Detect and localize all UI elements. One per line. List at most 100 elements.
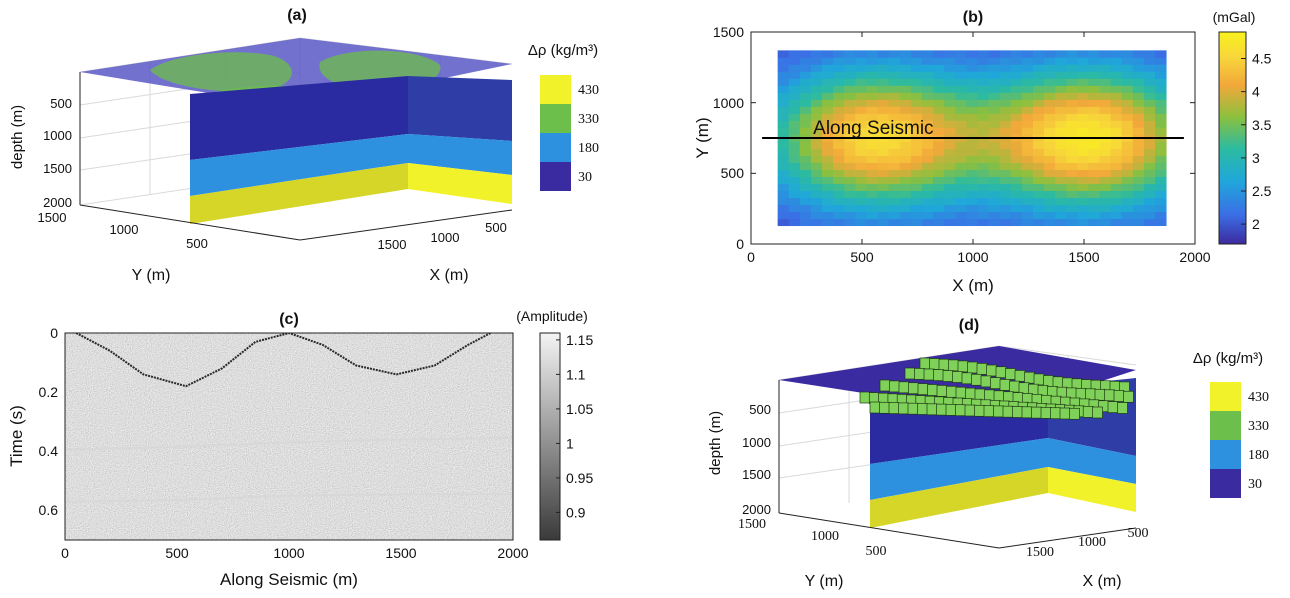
panel-d-ytick-2: 500 [866, 544, 887, 559]
panel-b-cell [866, 92, 878, 100]
panel-d-voxel [1107, 401, 1119, 413]
panel-b-cell [833, 106, 845, 114]
panel-b-cell [1077, 99, 1089, 107]
panel-b-cell [833, 92, 845, 100]
panel-a-face-right-layer3 [408, 163, 512, 204]
panel-b-cell [1032, 183, 1045, 191]
panel-b-cell [910, 50, 923, 58]
panel-b-cell [910, 155, 923, 163]
panel-b-cell [1010, 148, 1023, 156]
panel-b-cell [788, 190, 801, 198]
panel-d-voxel [938, 358, 950, 371]
panel-c-xlabel: Along Seismic (m) [220, 570, 358, 589]
panel-a-ztick-2: 1500 [43, 161, 72, 176]
panel-b-cell [1110, 50, 1123, 58]
panel-b-cell [777, 106, 790, 114]
panel-b-cell [877, 120, 890, 128]
panel-b-cell [988, 50, 1001, 58]
panel-b-cell [921, 57, 934, 65]
panel-d-voxel [869, 401, 881, 414]
panel-b-cell [1055, 92, 1067, 100]
panel-b-cell [888, 211, 901, 220]
panel-b-cell [844, 218, 856, 227]
panel-b-cell [977, 162, 989, 170]
panel-b-cell [955, 169, 967, 177]
panel-b-cell [933, 127, 945, 135]
panel-b-cell [855, 64, 867, 72]
panel-b-cell [822, 71, 834, 79]
panel-b-cell [921, 64, 934, 72]
panel-a-cb-330 [540, 104, 571, 133]
panel-b-cell [1044, 204, 1056, 213]
panel-b-cell [988, 57, 1001, 65]
panel-b-cell [921, 218, 934, 227]
panel-b-cell [877, 197, 890, 205]
panel-b-cell [1044, 141, 1056, 149]
panel-b-cell [899, 141, 912, 149]
panel-d-voxel [964, 404, 976, 417]
panel-b-cell [777, 85, 790, 93]
panel-b-cell [1121, 64, 1134, 72]
panel-b-cell [822, 162, 834, 170]
panel-b-cell [944, 155, 956, 163]
panel-b-cell [833, 120, 845, 128]
panel-b-cell [1010, 197, 1023, 205]
panel-b-cell [1066, 127, 1078, 135]
panel-b-cell [866, 204, 878, 213]
panel-b-cell [855, 57, 867, 65]
panel-b-cell [1021, 127, 1034, 135]
panel-b-cell [1032, 57, 1045, 65]
panel-b-cell [1143, 127, 1156, 135]
panel-b-cell [777, 57, 790, 65]
panel-b-cell [1088, 211, 1100, 220]
panel-b-cell [1021, 85, 1034, 93]
panel-b-cell [844, 113, 856, 121]
panel-b-cell [1121, 99, 1134, 107]
panel-b-cell [1066, 218, 1078, 227]
panel-b-colorbar [1218, 31, 1247, 245]
panel-b-cell [1066, 92, 1078, 100]
panel-b-cell [855, 155, 867, 163]
panel-b-cell [877, 85, 890, 93]
panel-b-cell [966, 71, 978, 79]
panel-b-cell [1110, 57, 1123, 65]
panel-b-cell [799, 57, 812, 65]
panel-b-cell [1077, 211, 1089, 220]
panel-d-voxel [1123, 390, 1134, 403]
panel-b-cell [855, 183, 867, 191]
panel-b-cell [1143, 57, 1156, 65]
panel-b-cell [1132, 197, 1145, 205]
panel-b-cell [1143, 71, 1156, 79]
panel-b-cell [1121, 176, 1134, 184]
panel-a-face-left-layer1 [190, 76, 408, 160]
panel-b-cell [777, 169, 790, 177]
panel-b-cell [999, 162, 1012, 170]
panel-b-cell [910, 162, 923, 170]
panel-b-cell [1121, 141, 1134, 149]
panel-a-cb-label-330: 330 [578, 112, 599, 127]
panel-b-cell [877, 218, 890, 227]
panel-b-cell [855, 106, 867, 114]
panel-b-cell [1155, 183, 1167, 191]
panel-b-cell [822, 92, 834, 100]
panel-b-cb-tick-label: 3.5 [1252, 117, 1272, 133]
panel-b-cell [844, 169, 856, 177]
panel-b-cell [910, 64, 923, 72]
panel-b-cell [855, 85, 867, 93]
panel-b-cell [1132, 148, 1145, 156]
panel-b-cell [899, 50, 912, 58]
panel-b-cell [1032, 197, 1045, 205]
panel-d-voxel [974, 404, 985, 417]
panel-b-cell [1099, 99, 1112, 107]
panel-b-cell [1143, 120, 1156, 128]
panel-b-cell [977, 148, 989, 156]
panel-b-cell [833, 113, 845, 121]
panel-d-voxel [986, 364, 997, 377]
panel-b-cell [822, 148, 834, 156]
panel-b-cell [899, 218, 912, 227]
panel-b-cell [1099, 141, 1112, 149]
panel-b-cell [899, 162, 912, 170]
panel-b-cell [1099, 92, 1112, 100]
panel-b-cell [833, 99, 845, 107]
panel-b-cell [822, 57, 834, 65]
